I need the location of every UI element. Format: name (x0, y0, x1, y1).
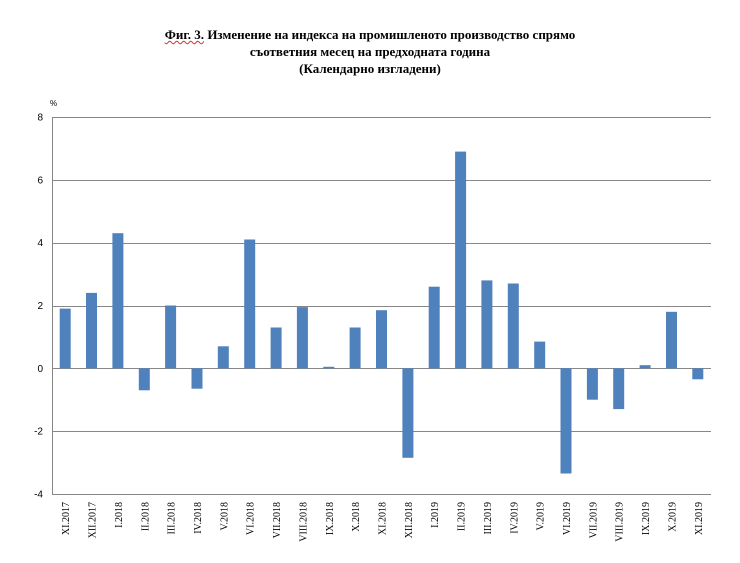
x-tick-label: I.2019 (430, 502, 441, 528)
x-tick-label: XI.2019 (694, 502, 705, 535)
grid-lines (52, 117, 711, 495)
y-tick-label: 0 (37, 364, 43, 375)
x-tick-label: II.2018 (140, 502, 151, 531)
bar (59, 308, 71, 369)
x-tick-label: VIII.2018 (298, 502, 309, 542)
chart-title-line-1: Фиг. 3. Изменение на индекса на промишле… (0, 26, 740, 43)
x-tick-label: IV.2019 (509, 502, 520, 534)
bar (428, 286, 440, 369)
bar (86, 292, 97, 369)
x-tick-label: IV.2018 (193, 502, 204, 534)
y-tick-label: -4 (34, 490, 43, 501)
x-tick-label: III.2018 (167, 502, 178, 535)
bar (270, 327, 282, 369)
bar (349, 327, 361, 369)
x-axis-ticks: XI.2017 XII.2017 I.2018 II.2018 III.2018 IV.2… (61, 502, 705, 542)
bar (481, 280, 493, 369)
bar (296, 307, 308, 369)
bar (586, 368, 598, 400)
bar (613, 368, 625, 410)
x-tick-label: XII.2017 (88, 502, 99, 538)
y-tick-label: -2 (34, 427, 43, 438)
x-tick-label: V.2018 (219, 502, 230, 530)
y-axis-ticks: 8 6 4 2 0 -2 -4 (34, 113, 43, 501)
bar (639, 365, 651, 369)
bar (666, 311, 677, 369)
bar (534, 341, 546, 369)
x-tick-label: X.2018 (351, 502, 362, 532)
bar (507, 283, 519, 369)
bar (402, 368, 414, 458)
x-tick-label: V.2019 (536, 502, 547, 530)
x-tick-label: XI.2018 (378, 502, 389, 535)
bar (244, 239, 256, 369)
y-tick-label: 2 (37, 301, 43, 312)
chart-title: Фиг. 3. Изменение на индекса на промишле… (0, 26, 740, 77)
bar (138, 368, 150, 391)
bar (165, 305, 177, 369)
chart-title-prefix: Фиг. 3. (164, 27, 205, 42)
x-tick-label: VI.2019 (562, 502, 573, 535)
x-tick-label: XI.2017 (61, 502, 72, 535)
bars (59, 151, 704, 474)
y-tick-label: 6 (37, 175, 43, 186)
x-tick-label: VII.2018 (272, 502, 283, 538)
chart-title-line-2: съответния месец на предходната година (249, 44, 491, 59)
x-tick-label: VIII.2019 (615, 502, 626, 542)
x-tick-label: VI.2018 (246, 502, 257, 535)
bar (191, 368, 203, 389)
bar (455, 151, 467, 369)
x-tick-label: X.2019 (667, 502, 678, 532)
bar (112, 233, 124, 369)
x-tick-label: IX.2018 (325, 502, 336, 535)
x-tick-label: XII.2018 (404, 502, 415, 538)
x-tick-label: III.2019 (483, 502, 494, 535)
y-tick-label: 4 (37, 238, 43, 249)
chart-title-line-3: (Календарно изгладени) (299, 61, 441, 76)
y-axis-unit-label: % (50, 99, 57, 108)
bar (217, 346, 229, 369)
x-tick-label: IX.2019 (641, 502, 652, 535)
x-tick-label: VII.2019 (588, 502, 599, 538)
bar (376, 310, 387, 369)
y-tick-label: 8 (37, 113, 43, 124)
x-tick-label: I.2018 (114, 502, 125, 528)
bar (323, 366, 335, 369)
chart-title-text-1: Изменение на индекса на промишленото про… (207, 27, 576, 42)
x-tick-label: II.2019 (457, 502, 468, 531)
bar (692, 368, 704, 380)
bar (560, 368, 572, 474)
